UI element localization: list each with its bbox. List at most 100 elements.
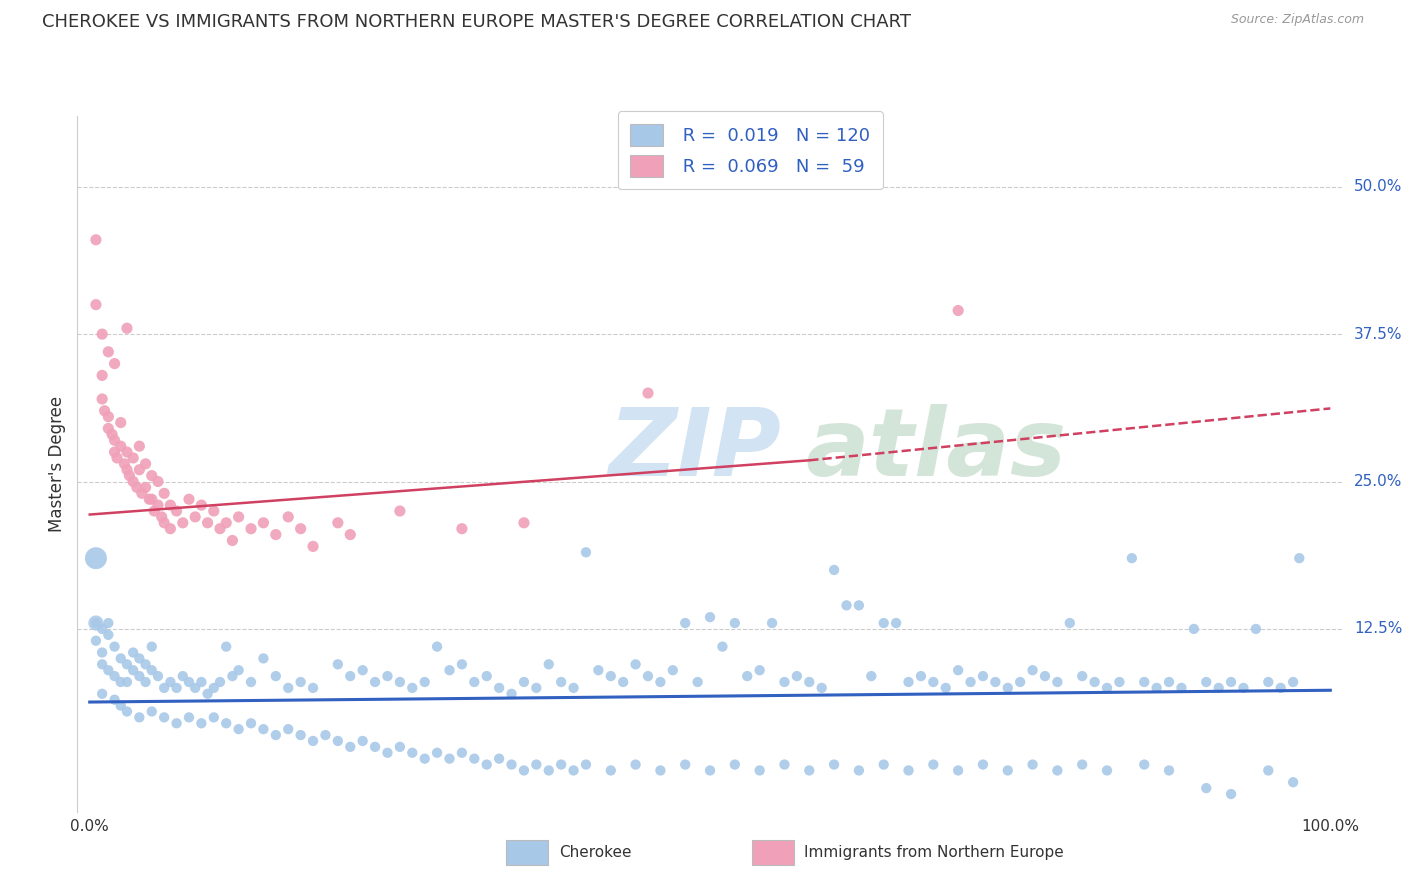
Text: Immigrants from Northern Europe: Immigrants from Northern Europe [804,846,1064,860]
Point [252,651,274,665]
Point [135,480,157,494]
Point [897,675,920,690]
Point [1157,764,1180,778]
Point [1270,681,1292,695]
Point [922,757,945,772]
Point [208,522,231,536]
Point [1033,669,1056,683]
Point [215,640,238,654]
Point [177,675,200,690]
Point [302,681,325,695]
Point [97,421,120,435]
Point [264,527,287,541]
Point [810,681,832,695]
Point [290,675,312,690]
Point [401,746,423,760]
Point [550,757,572,772]
Point [215,516,238,530]
Point [1095,764,1118,778]
Point [110,675,132,690]
Point [352,663,374,677]
Point [959,675,981,690]
Point [997,764,1019,778]
Point [550,675,572,690]
Point [91,368,114,383]
Point [141,663,163,677]
Point [513,675,536,690]
Point [103,692,125,706]
Point [799,675,821,690]
Point [91,392,114,406]
Point [302,540,325,554]
Point [1288,551,1310,566]
Point [599,669,621,683]
Point [1046,675,1069,690]
Text: 37.5%: 37.5% [1354,326,1402,342]
Point [463,675,485,690]
Point [377,746,399,760]
Point [910,669,932,683]
Point [141,468,163,483]
Point [228,663,250,677]
Point [228,509,250,524]
Point [339,739,361,754]
Point [128,463,150,477]
Point [724,757,747,772]
Point [103,357,125,371]
Point [524,757,547,772]
Point [650,675,672,690]
Point [562,764,585,778]
Point [264,669,287,683]
Point [131,486,153,500]
Point [103,640,125,654]
Point [748,663,770,677]
Point [488,681,510,695]
Point [524,681,547,695]
Point [513,516,536,530]
Point [326,734,349,748]
Point [172,516,194,530]
Point [537,764,560,778]
Point [352,734,374,748]
Point [146,669,169,683]
Point [122,475,145,489]
Point [513,764,536,778]
Point [748,764,770,778]
Point [339,669,361,683]
Point [1021,757,1043,772]
Point [84,233,107,247]
Point [91,646,114,660]
Point [302,734,325,748]
Point [91,622,114,636]
Point [240,716,263,731]
Text: 50.0%: 50.0% [1354,179,1402,194]
Point [339,527,361,541]
Point [97,344,120,359]
Point [1257,764,1279,778]
Point [575,757,598,772]
Point [141,705,163,719]
Point [197,516,219,530]
Point [922,675,945,690]
Point [166,504,188,518]
Point [84,615,107,630]
Point [177,492,200,507]
Point [575,545,598,559]
Point [110,416,132,430]
Point [799,764,821,778]
Point [673,615,696,630]
Point [761,615,783,630]
Point [197,687,219,701]
Point [1257,675,1279,690]
Point [143,504,166,518]
Point [451,657,474,672]
Point [364,739,387,754]
Point [221,533,243,548]
Point [159,522,181,536]
Point [135,675,157,690]
Point [997,681,1019,695]
Point [159,498,181,512]
Point [115,657,138,672]
Point [401,681,423,695]
Point [823,757,845,772]
